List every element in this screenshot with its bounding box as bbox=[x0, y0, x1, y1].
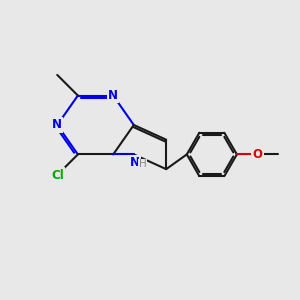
Text: H: H bbox=[139, 159, 146, 169]
Text: N: N bbox=[129, 156, 140, 169]
Text: N: N bbox=[108, 89, 118, 102]
Text: O: O bbox=[253, 148, 262, 161]
Text: Cl: Cl bbox=[51, 169, 64, 182]
Text: N: N bbox=[52, 118, 62, 131]
